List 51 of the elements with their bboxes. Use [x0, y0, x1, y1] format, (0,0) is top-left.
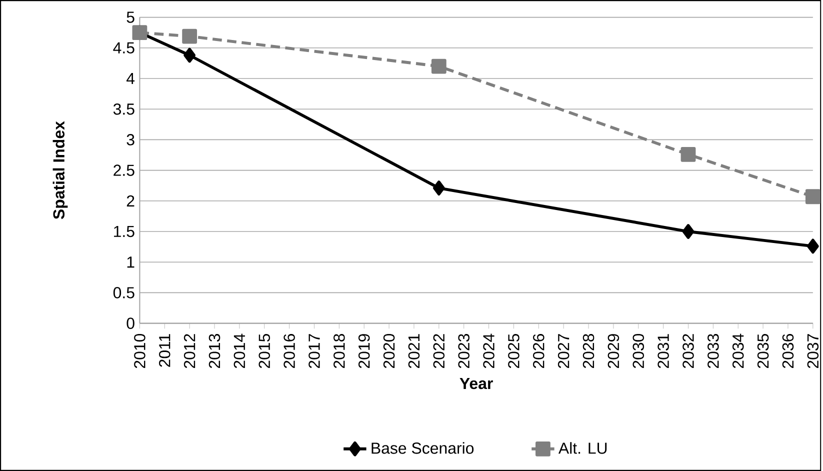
x-tick-label: 2034: [732, 334, 744, 368]
legend-label: Base Scenario: [372, 442, 474, 454]
point: [432, 180, 445, 196]
x-tick-label: 2027: [558, 334, 570, 368]
x-tick-label: 2023: [458, 334, 470, 368]
x-tick-label: 2011: [158, 334, 170, 367]
x-tick-label: 2033: [708, 334, 719, 368]
point: [182, 28, 198, 44]
y-tick-label: 0.5: [113, 287, 134, 298]
y-tick-label: 5: [126, 12, 134, 23]
y-tick-label: 2: [126, 195, 134, 206]
x-tick-label: 2010: [134, 334, 146, 368]
x-tick-label: 2015: [258, 334, 270, 368]
x-tick-label: 2032: [682, 334, 694, 368]
y-tick-label: 3.5: [113, 103, 134, 115]
x-axis-title: Year: [460, 378, 493, 390]
x-tick-label: 2029: [608, 334, 620, 368]
x-tick-label: 2018: [334, 334, 345, 368]
x-tick-label: 2021: [408, 334, 420, 368]
x-tick-label: 2025: [508, 334, 520, 368]
x-tick-label: 2014: [234, 334, 246, 368]
x-tick-label: 2031: [658, 334, 669, 368]
y-tick-label: 3: [126, 134, 134, 146]
point: [680, 146, 696, 162]
y-tick-label: 1.5: [114, 226, 134, 238]
y-tick-label: 4.5: [113, 42, 134, 54]
point: [805, 189, 820, 204]
x-tick-label: 2013: [208, 334, 220, 368]
y-tick-label: 2.5: [114, 164, 134, 176]
point: [431, 58, 446, 74]
x-tick-label: 2030: [632, 334, 644, 368]
y-axis-title: Spatial Index: [52, 121, 68, 220]
x-tick-label: 2019: [358, 334, 370, 368]
x-tick-label: 2016: [284, 334, 295, 368]
x-tick-label: 2024: [483, 334, 494, 368]
point: [682, 224, 694, 239]
x-tick-label: 2017: [308, 334, 320, 368]
x-tick-label: 2035: [757, 334, 769, 368]
x-tick-label: 2036: [782, 334, 794, 368]
x-tick-label: 2020: [383, 334, 395, 368]
x-tick-label: 2028: [582, 334, 594, 368]
y-tick-label: 4: [126, 73, 135, 84]
x-tick-label: 2022: [433, 334, 445, 368]
x-tick-label: 2037: [807, 334, 819, 368]
point: [184, 48, 196, 63]
y-tick-label: 0: [126, 318, 134, 329]
legend-label: Alt. LU: [558, 442, 607, 454]
x-tick-label: 2026: [533, 334, 544, 368]
y-tick-label: 1: [127, 256, 134, 268]
point: [806, 238, 819, 254]
x-tick-label: 2012: [184, 334, 196, 368]
